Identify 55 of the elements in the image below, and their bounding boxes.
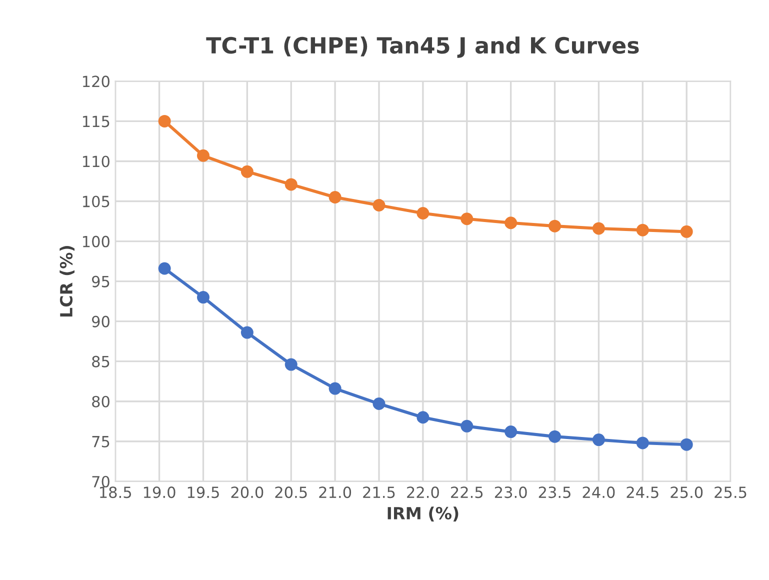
x-tick-label: 23.5 [538,486,570,498]
point [196,149,210,162]
y-tick-label: 95 [92,276,110,288]
point [416,411,430,424]
point [592,222,605,235]
point [504,426,518,438]
x-tick-label: 19.0 [144,486,176,498]
y-tick-label: 105 [83,196,110,208]
point [240,326,254,339]
x-tick-label: 25.5 [714,486,746,498]
x-tick-label: 24.5 [626,486,658,498]
y-axis-title: LCR (%) [60,246,75,316]
y-tick-label: 115 [83,116,110,128]
point [372,398,386,410]
point [504,216,518,230]
x-tick-label: 22.5 [451,486,483,498]
point [592,434,605,446]
x-tick-label: 21.5 [363,486,395,498]
x-tick-label: 24.0 [582,486,615,498]
point [636,436,649,450]
y-tick-label: 80 [92,396,110,408]
x-tick-label: 20.0 [231,486,264,498]
point [328,191,342,204]
x-tick-label: 22.0 [407,486,439,498]
point [240,165,254,178]
point [284,178,298,191]
y-tick-label: 85 [92,356,110,368]
y-tick-label: 100 [83,236,110,248]
chart-title: TC-T1 (CHPE) Tan45 J and K Curves [206,36,639,58]
y-tick-label: 120 [83,76,110,88]
point [636,224,649,236]
point [680,438,693,451]
point [680,225,693,238]
point [328,382,342,395]
x-tick-label: 18.5 [100,486,132,498]
x-tick-label: 20.5 [275,486,307,498]
point [196,291,210,304]
point [548,220,562,232]
point [416,207,430,220]
point [460,420,474,432]
y-tick-label: 75 [92,436,110,448]
x-axis-title: IRM (%) [388,506,458,522]
point [548,430,562,443]
point [158,114,171,128]
x-tick-label: 25.0 [670,486,703,498]
point [284,358,298,371]
point [372,199,386,212]
x-tick-label: 23.0 [494,486,527,498]
x-tick-label: 21.0 [319,486,352,498]
x-tick-label: 19.5 [188,486,219,498]
point [460,212,474,226]
point [158,262,171,275]
y-tick-label: 70 [92,476,110,488]
y-tick-label: 90 [92,316,110,328]
y-tick-label: 110 [83,156,110,168]
